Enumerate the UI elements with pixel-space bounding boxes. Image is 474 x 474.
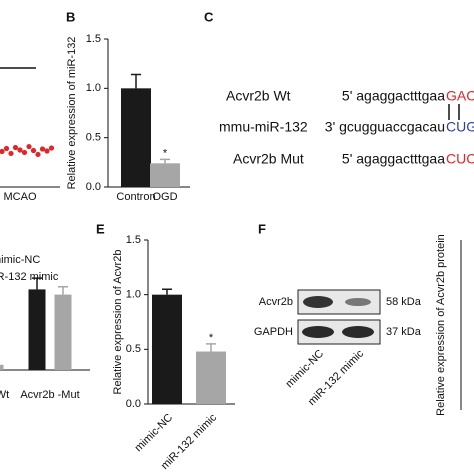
band-label: Acvr2b	[259, 296, 293, 308]
x-tick-label: MCAO	[4, 191, 37, 203]
point	[44, 148, 50, 154]
significance: *	[209, 332, 214, 344]
band	[342, 326, 374, 338]
sequence-name: Acvr2b Mut	[233, 151, 304, 167]
bar	[0, 364, 4, 370]
bar	[152, 294, 182, 404]
y-axis-label: Relative expression of Acvr2b protein	[435, 234, 447, 416]
band	[302, 326, 334, 338]
error-bar	[206, 343, 216, 352]
y-tick-label: 0.0	[86, 181, 101, 193]
band-label: GAPDH	[254, 326, 293, 338]
panel-label: F	[258, 221, 266, 236]
point	[0, 148, 5, 155]
sequence-name: Acvr2b Wt	[226, 88, 291, 104]
band-size: 58 kDa	[386, 296, 422, 308]
point	[3, 145, 10, 152]
y-tick-label: 0.0	[126, 398, 141, 410]
panel-label: C	[204, 9, 214, 24]
error-bar	[32, 277, 42, 290]
significance: *	[163, 147, 168, 159]
y-tick-label: 0.5	[126, 343, 141, 355]
point	[48, 145, 55, 151]
y-axis-label: Relative expression of Acvr2b	[112, 250, 124, 395]
point	[17, 147, 23, 153]
point	[39, 146, 46, 152]
error-bar	[131, 73, 141, 89]
band	[345, 298, 371, 306]
x-tick-label: Acvr2b -Mut	[20, 389, 79, 401]
binding-site: CUG	[446, 119, 474, 135]
y-tick-label: 1.0	[86, 82, 101, 94]
binding-site: GAC	[446, 88, 474, 104]
x-tick-label: OGD	[152, 191, 177, 203]
bar	[196, 351, 226, 404]
y-tick-label: 1.5	[126, 234, 141, 246]
panel-label: E	[96, 221, 105, 236]
point	[21, 149, 28, 156]
y-tick-label: 1.5	[86, 33, 101, 45]
x-tick-label: Acvr2b -Wt	[0, 389, 9, 401]
sequence-name: mmu-miR-132	[219, 119, 308, 135]
panel-label: B	[66, 9, 75, 24]
binding-site: CUC	[446, 151, 474, 167]
error-bar	[58, 286, 68, 295]
sequence: 3' gcugguaccgacau	[325, 119, 445, 135]
point	[30, 147, 37, 154]
y-tick-label: 0.5	[86, 132, 101, 144]
lane-label: mimic-NC	[284, 348, 327, 391]
y-axis-label: Relative expression of miR-132	[66, 37, 78, 190]
point	[12, 144, 19, 151]
bar	[54, 294, 72, 370]
error-bar	[160, 158, 170, 164]
sequence: 5' agaggactttgaa	[342, 151, 445, 167]
bar	[28, 289, 46, 370]
point	[26, 143, 32, 150]
x-tick-label: Contron	[116, 191, 155, 203]
band	[303, 296, 333, 308]
point	[8, 150, 14, 157]
x-tick-label: mimic-NC	[133, 412, 176, 455]
sequence: 5' agaggactttgaa	[342, 88, 445, 104]
y-tick-label: 1.0	[126, 289, 141, 301]
bar	[150, 163, 180, 187]
band-size: 37 kDa	[386, 326, 422, 338]
legend-label: mimic-NC	[0, 254, 40, 266]
error-bar	[162, 288, 172, 295]
legend-label: miR-132 mimic	[0, 271, 59, 283]
bar	[121, 88, 151, 187]
point	[35, 151, 41, 158]
